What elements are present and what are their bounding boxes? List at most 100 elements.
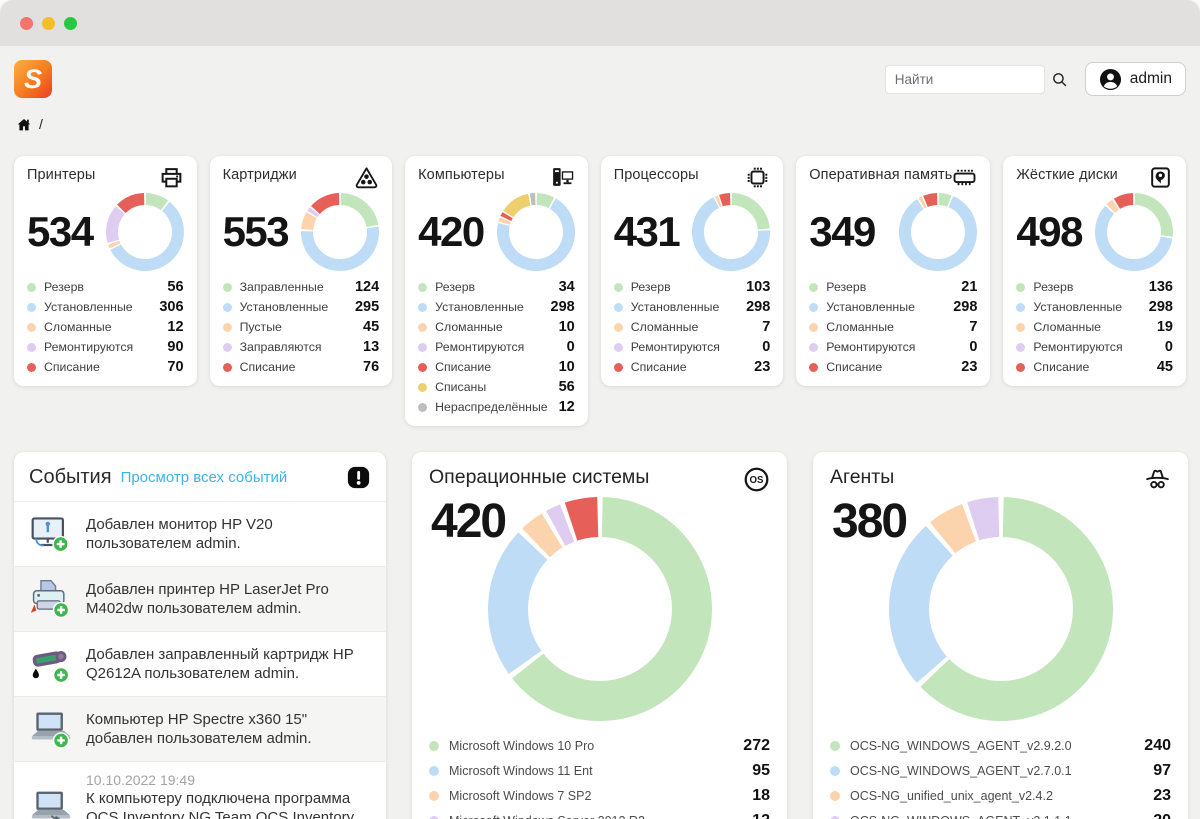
search-icon[interactable] bbox=[1045, 64, 1075, 94]
search-input[interactable] bbox=[884, 64, 1045, 94]
stat-card[interactable]: Картриджи 553 Заправленные 124 bbox=[209, 156, 393, 386]
legend-value: 34 bbox=[558, 279, 575, 295]
legend-value: 56 bbox=[558, 379, 575, 395]
home-icon[interactable] bbox=[16, 117, 32, 132]
stat-donut-chart bbox=[301, 193, 380, 271]
legend-value: 7 bbox=[969, 319, 978, 335]
legend-color-dot bbox=[809, 322, 819, 332]
stat-card[interactable]: Принтеры 534 Резерв 56 bbox=[14, 156, 197, 386]
legend-color-dot bbox=[429, 815, 439, 819]
legend-label: Установленные bbox=[630, 300, 720, 314]
legend-label: Сломанные bbox=[826, 320, 894, 334]
event-item-icon bbox=[28, 707, 74, 751]
event-text: Добавлен монитор HP V20 пользователем ad… bbox=[86, 515, 273, 552]
legend-value: 97 bbox=[1153, 761, 1171, 779]
event-item: Добавлен заправленный картридж HP Q2612A… bbox=[14, 631, 386, 696]
legend-value: 298 bbox=[953, 299, 978, 315]
legend-value: 295 bbox=[354, 299, 380, 315]
legend-value: 95 bbox=[752, 761, 770, 779]
legend-row: Резерв 136 bbox=[1016, 277, 1173, 297]
legend-color-dot bbox=[809, 362, 819, 372]
stat-donut-chart bbox=[1095, 193, 1173, 271]
legend-color-dot bbox=[613, 342, 623, 352]
legend-row: Списание 23 bbox=[809, 357, 977, 377]
stat-card[interactable]: Процессоры 431 Резерв 103 bbox=[600, 156, 784, 386]
legend-row: Заправленные 124 bbox=[222, 277, 380, 297]
legend-value: 306 bbox=[159, 299, 184, 315]
legend-label: Списание bbox=[826, 360, 883, 374]
legend-value: 298 bbox=[746, 299, 771, 315]
legend-color-dot bbox=[809, 342, 819, 352]
charts-row: Операционные системы OS 420 Microsoft Wi… bbox=[412, 452, 1188, 819]
legend-color-dot bbox=[613, 302, 623, 312]
legend-row: Установленные 298 bbox=[809, 297, 977, 317]
event-item: Добавлен монитор HP V20 пользователем ad… bbox=[14, 501, 386, 566]
legend-value: 21 bbox=[961, 279, 978, 295]
user-name: admin bbox=[1129, 70, 1172, 87]
legend-row: Списание 10 bbox=[418, 357, 575, 377]
close-window-button[interactable] bbox=[20, 16, 33, 30]
legend-row: Резерв 34 bbox=[418, 277, 575, 297]
chart-title: Операционные системы bbox=[429, 466, 650, 488]
legend-label: Установленные bbox=[239, 300, 329, 314]
legend-label: Списание bbox=[630, 360, 687, 374]
user-menu-button[interactable]: admin bbox=[1084, 62, 1186, 96]
legend-label: Установленные bbox=[435, 300, 524, 314]
legend-label: OCS-NG_WINDOWS_AGENT_v2.9.2.0 bbox=[850, 738, 1072, 753]
chart-total: 420 bbox=[431, 495, 507, 548]
app-logo[interactable]: S bbox=[14, 60, 52, 98]
legend-value: 0 bbox=[566, 339, 575, 355]
chart-total: 380 bbox=[832, 495, 908, 548]
legend-row: Резерв 21 bbox=[809, 277, 977, 297]
breadcrumb-path: / bbox=[39, 116, 43, 132]
event-item-icon bbox=[28, 787, 74, 819]
legend-color-dot bbox=[809, 302, 819, 312]
legend-label: Резерв bbox=[44, 280, 84, 294]
legend-row: Списание 70 bbox=[27, 357, 184, 377]
stat-total: 349 bbox=[809, 208, 876, 255]
legend-color-dot bbox=[222, 282, 232, 292]
donut-chart bbox=[888, 497, 1113, 721]
legend-color-dot bbox=[429, 765, 439, 776]
event-item-icon bbox=[28, 642, 74, 686]
legend-label: Ремонтируются bbox=[630, 340, 720, 354]
legend-color-dot bbox=[222, 322, 232, 332]
legend-color-dot bbox=[830, 740, 840, 751]
legend-color-dot bbox=[27, 302, 36, 312]
legend-value: 20 bbox=[1153, 812, 1171, 819]
stat-card-title: Оперативная память bbox=[809, 167, 953, 183]
legend-color-dot bbox=[613, 362, 623, 372]
stat-card[interactable]: Компьютеры 420 Резерв 34 bbox=[405, 156, 588, 426]
stat-card-icon bbox=[159, 165, 184, 190]
legend-label: Ремонтируются bbox=[435, 340, 525, 354]
legend-label: Пустые bbox=[239, 320, 282, 334]
legend-color-dot bbox=[613, 282, 623, 292]
svg-text:OS: OS bbox=[750, 475, 765, 486]
legend-color-dot bbox=[809, 282, 819, 292]
legend-color-dot bbox=[222, 302, 232, 312]
legend-label: Microsoft Windows 10 Pro bbox=[449, 738, 595, 753]
legend-color-dot bbox=[418, 362, 428, 372]
chart-icon: OS bbox=[743, 466, 770, 493]
stat-donut-chart bbox=[496, 193, 575, 271]
event-item: 10.10.2022 19:49 К компьютеру подключена… bbox=[14, 761, 386, 819]
legend-color-dot bbox=[1016, 362, 1026, 372]
legend-label: Сломанные bbox=[1033, 320, 1102, 334]
maximize-window-button[interactable] bbox=[64, 16, 77, 30]
events-card: События Просмотр всех событий Добавлен м… bbox=[14, 452, 386, 819]
legend-label: Установленные bbox=[1033, 300, 1123, 314]
legend-value: 76 bbox=[363, 359, 380, 375]
stat-card[interactable]: Оперативная память 349 Резерв bbox=[796, 156, 991, 386]
view-all-events-link[interactable]: Просмотр всех событий bbox=[120, 469, 288, 486]
stat-card[interactable]: Жёсткие диски 498 Резерв 136 bbox=[1003, 156, 1186, 386]
legend-row: Ремонтируются 0 bbox=[418, 337, 575, 357]
stat-total: 498 bbox=[1016, 208, 1083, 255]
legend-row: Сломанные 7 bbox=[809, 317, 977, 337]
legend-color-dot bbox=[27, 342, 36, 352]
legend-row: Ремонтируются 90 bbox=[27, 337, 184, 357]
legend-value: 124 bbox=[354, 279, 380, 295]
legend-row: Ремонтируются 0 bbox=[1016, 337, 1173, 357]
minimize-window-button[interactable] bbox=[42, 16, 55, 30]
legend-label: Списание bbox=[239, 360, 296, 374]
legend-row: Списание 45 bbox=[1016, 357, 1173, 377]
